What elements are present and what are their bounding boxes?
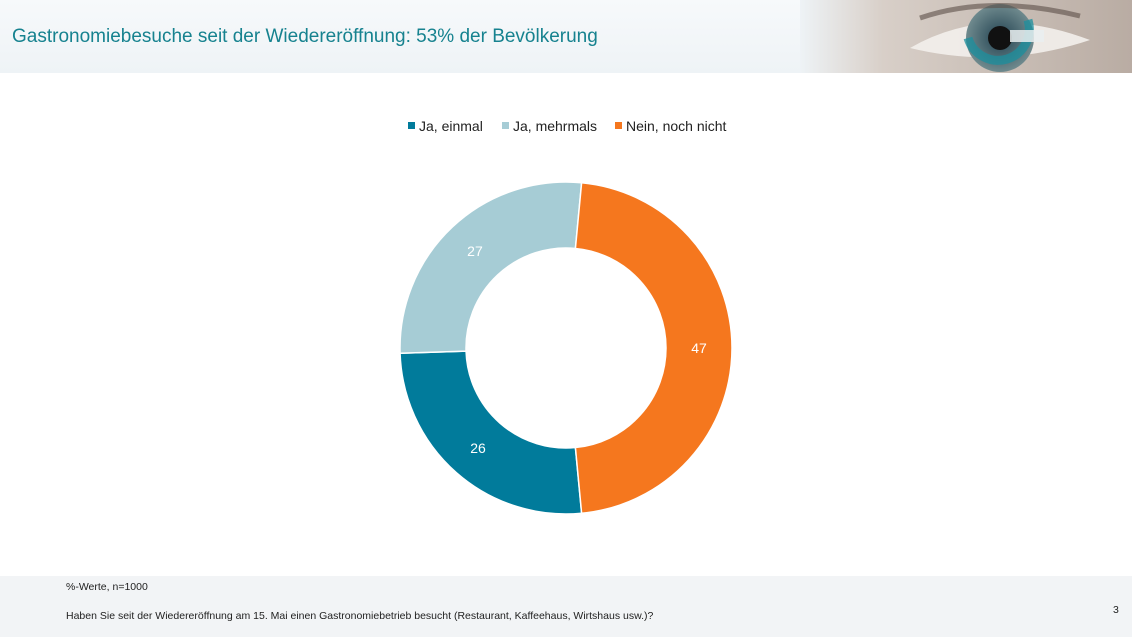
legend-swatch-1 bbox=[408, 122, 415, 129]
legend-label-1: Ja, einmal bbox=[419, 118, 483, 134]
donut-slices bbox=[399, 181, 733, 515]
page-number: 3 bbox=[1113, 604, 1119, 616]
eye-photo bbox=[800, 0, 1132, 73]
data-label-3: 47 bbox=[691, 340, 707, 356]
slide-title: Gastronomiebesuche seit der Wiedereröffn… bbox=[12, 26, 598, 47]
data-label-2: 27 bbox=[467, 243, 483, 259]
sample-note: %-Werte, n=1000 bbox=[66, 581, 148, 593]
legend-swatch-2 bbox=[502, 122, 509, 129]
legend-swatch-3 bbox=[615, 122, 622, 129]
slide-footer bbox=[0, 576, 1132, 637]
donut-data-labels: 26 27 47 bbox=[467, 243, 707, 456]
donut-slice-3 bbox=[574, 181, 733, 515]
donut-slice-2 bbox=[399, 181, 583, 354]
chart-legend: Ja, einmal Ja, mehrmals Nein, noch nicht bbox=[408, 118, 727, 134]
legend-label-3: Nein, noch nicht bbox=[626, 118, 727, 134]
slide-header: Gastronomiebesuche seit der Wiedereröffn… bbox=[0, 0, 1132, 73]
donut-chart: Ja, einmal Ja, mehrmals Nein, noch nicht 2… bbox=[399, 118, 733, 515]
survey-question: Haben Sie seit der Wiedereröffnung am 15… bbox=[66, 610, 654, 622]
data-label-1: 26 bbox=[470, 440, 486, 456]
donut-slice-1 bbox=[399, 350, 583, 515]
legend-label-2: Ja, mehrmals bbox=[513, 118, 597, 134]
